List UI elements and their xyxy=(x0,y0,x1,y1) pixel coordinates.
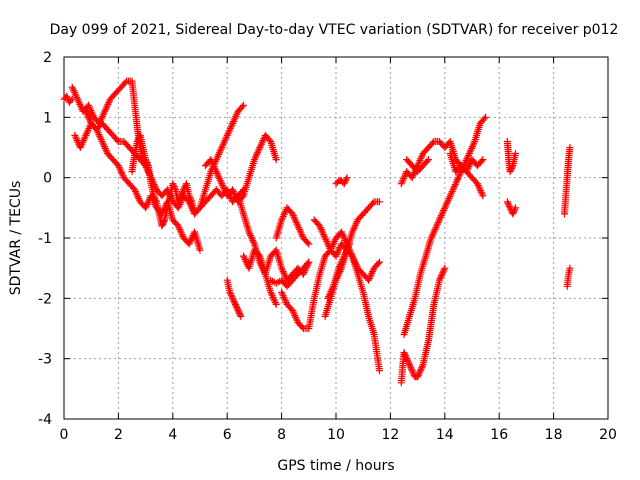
series-arc-3 xyxy=(71,119,204,254)
series-arc-23 xyxy=(503,138,519,176)
x-tick-label: 10 xyxy=(327,427,345,443)
x-axis-label: GPS time / hours xyxy=(277,458,394,474)
y-tick-label: 1 xyxy=(43,110,52,126)
series-arc-6 xyxy=(196,101,247,212)
series-arc-17 xyxy=(332,174,351,188)
series-arc-22 xyxy=(446,150,487,176)
y-axis-label: SDTVAR / TECUs xyxy=(8,181,24,296)
x-tick-label: 6 xyxy=(223,427,232,443)
axis-ticks xyxy=(63,56,609,420)
series-arc-21 xyxy=(403,156,432,176)
x-tick-label: 20 xyxy=(599,427,617,443)
x-tick-label: 14 xyxy=(436,427,454,443)
x-tick-label: 0 xyxy=(60,427,69,443)
x-tick-label: 12 xyxy=(381,427,399,443)
y-tick-label: -2 xyxy=(38,291,52,307)
series-arc-8 xyxy=(223,276,245,320)
series-arc-5 xyxy=(128,131,199,230)
y-tick-labels: -4 -3 -2 -1 0 1 2 xyxy=(38,50,52,428)
x-tick-label: 16 xyxy=(490,427,508,443)
x-tick-label: 2 xyxy=(114,427,123,443)
y-tick-label: -4 xyxy=(38,412,52,428)
x-tick-label: 18 xyxy=(545,427,563,443)
series-arc-10 xyxy=(240,246,313,284)
y-tick-label: -3 xyxy=(38,352,52,368)
chart-title: Day 099 of 2021, Sidereal Day-to-day VTE… xyxy=(50,22,619,38)
series-arc-18 xyxy=(397,264,449,387)
series-arc-7 xyxy=(201,131,280,206)
series-arc-25 xyxy=(561,144,574,218)
y-tick-label: -1 xyxy=(38,231,52,247)
x-tick-labels: 0 2 4 6 8 10 12 14 16 18 20 xyxy=(60,427,617,443)
series-arc-24 xyxy=(503,198,519,218)
x-tick-label: 4 xyxy=(168,427,177,443)
series-arc-16 xyxy=(324,240,354,302)
series-arc-19 xyxy=(400,113,490,338)
x-tick-label: 8 xyxy=(277,427,286,443)
series-arc-11 xyxy=(267,258,313,290)
series-arc-26 xyxy=(563,264,574,290)
y-tick-label: 2 xyxy=(43,50,52,66)
data-series xyxy=(60,77,574,387)
series-arc-1 xyxy=(60,92,76,106)
series-arc-12 xyxy=(272,204,313,248)
y-tick-label: 0 xyxy=(43,171,52,187)
series-arc-14 xyxy=(310,216,383,284)
